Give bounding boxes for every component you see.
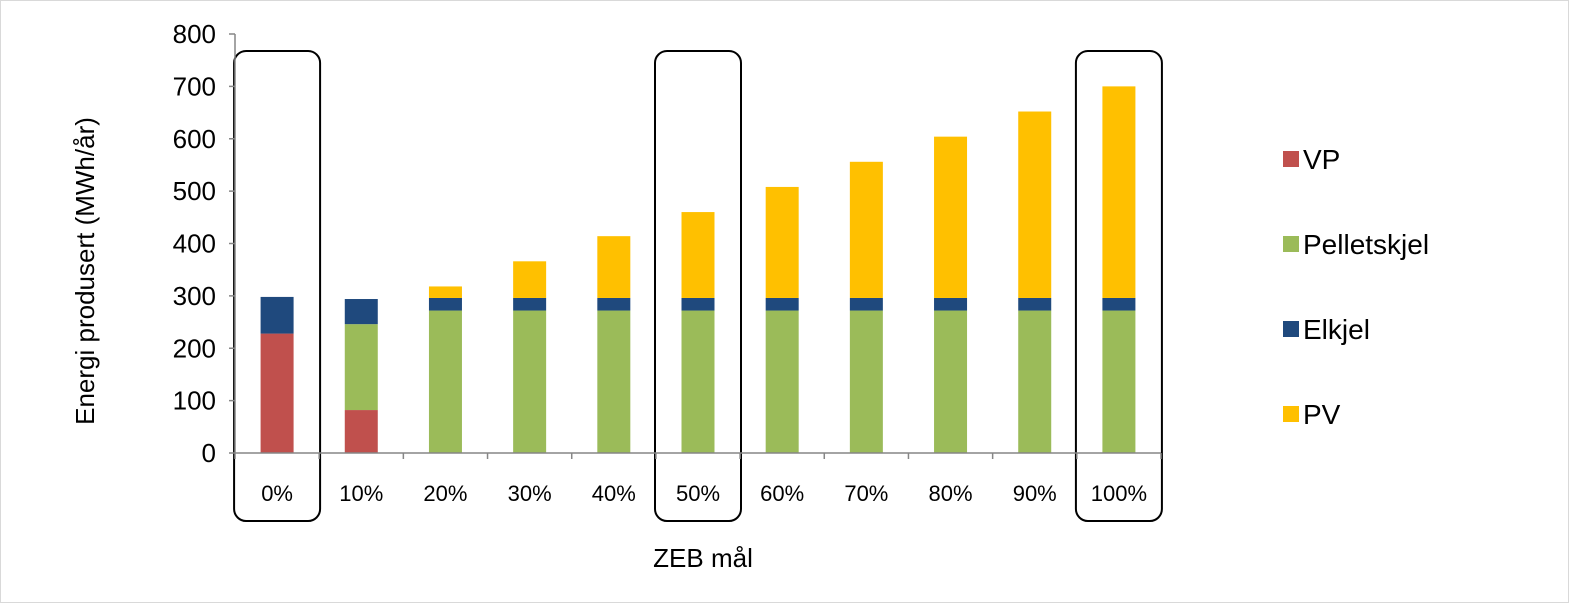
bar-segment-pelletskjel: [934, 310, 968, 453]
bar-segment-elkjel: [1102, 297, 1136, 311]
highlight-boxes: [233, 50, 1163, 522]
x-tick-label: 70%: [844, 481, 888, 506]
bar-segment-elkjel: [681, 297, 715, 311]
y-tick-label: 600: [173, 124, 216, 154]
bar-segment-pelletskjel: [513, 310, 547, 453]
x-tick-label: 40%: [592, 481, 636, 506]
x-tick-label: 80%: [929, 481, 973, 506]
bar-segment-vp: [260, 333, 294, 453]
legend-swatch-pelletskjel: [1283, 236, 1299, 252]
bar-segment-elkjel: [765, 297, 799, 311]
y-tick-label: 0: [202, 438, 216, 468]
legend-label-elkjel: Elkjel: [1303, 314, 1370, 345]
y-tick-label: 800: [173, 19, 216, 49]
bar-segment-elkjel: [597, 297, 631, 311]
axes-group: [229, 33, 1162, 459]
highlight-box: [233, 50, 322, 522]
bar-segment-elkjel: [849, 297, 883, 311]
bar-segment-elkjel: [934, 297, 968, 311]
x-tick-labels: 0% 10% 20% 30% 40% 50% 60% 70% 80% 90% 100%: [261, 481, 1147, 506]
y-tick-label: 100: [173, 386, 216, 416]
bar-segment-pv: [934, 136, 968, 298]
bar-segment-pelletskjel: [681, 310, 715, 453]
y-axis-title: Energi produsert (MWh/år): [70, 117, 100, 425]
bar-segment-pv: [849, 161, 883, 298]
bar-segment-pelletskjel: [344, 324, 378, 411]
bar-segment-vp: [344, 410, 378, 453]
bar-segment-pv: [1018, 111, 1052, 298]
bar-segment-pv: [1102, 86, 1136, 298]
x-axis-title: ZEB mål: [653, 543, 753, 573]
y-tick-label: 500: [173, 176, 216, 206]
bar-segment-elkjel: [260, 296, 294, 334]
legend-swatch-pv: [1283, 406, 1299, 422]
bar-segment-pv: [681, 212, 715, 298]
legend-label-pelletskjel: Pelletskjel: [1303, 229, 1429, 260]
y-tick-label: 200: [173, 333, 216, 363]
x-tick-label: 0%: [261, 481, 293, 506]
bar-segment-elkjel: [428, 297, 462, 311]
x-tick-label: 30%: [508, 481, 552, 506]
legend: VP Pelletskjel Elkjel PV: [1283, 144, 1429, 430]
bar-segment-elkjel: [344, 299, 378, 325]
legend-label-vp: VP: [1303, 144, 1340, 175]
bar-segment-pelletskjel: [597, 310, 631, 453]
bar-segment-pelletskjel: [849, 310, 883, 453]
x-tick-label: 100%: [1091, 481, 1147, 506]
bar-segment-pelletskjel: [765, 310, 799, 453]
y-tick-label: 400: [173, 229, 216, 259]
bar-segment-elkjel: [513, 297, 547, 311]
bar-segment-pelletskjel: [1018, 310, 1052, 453]
legend-label-pv: PV: [1303, 399, 1341, 430]
x-tick-label: 20%: [423, 481, 467, 506]
legend-swatch-vp: [1283, 151, 1299, 167]
bar-segment-pv: [597, 236, 631, 298]
y-tick-label: 300: [173, 281, 216, 311]
bar-segment-pv: [428, 286, 462, 298]
y-tick-labels: 0 100 200 300 400 500 600 700 800: [173, 19, 216, 468]
x-tick-label: 90%: [1013, 481, 1057, 506]
x-tick-label: 60%: [760, 481, 804, 506]
bar-segment-pelletskjel: [1102, 310, 1136, 453]
bars-group: [260, 86, 1136, 453]
bar-segment-pv: [765, 186, 799, 298]
bar-segment-elkjel: [1018, 297, 1052, 311]
highlight-box: [1074, 50, 1163, 522]
highlight-box: [654, 50, 742, 522]
y-tick-label: 700: [173, 71, 216, 101]
bar-segment-pv: [513, 261, 547, 298]
x-tick-label: 10%: [339, 481, 383, 506]
x-tick-label: 50%: [676, 481, 720, 506]
bar-segment-pelletskjel: [428, 310, 462, 453]
legend-swatch-elkjel: [1283, 321, 1299, 337]
